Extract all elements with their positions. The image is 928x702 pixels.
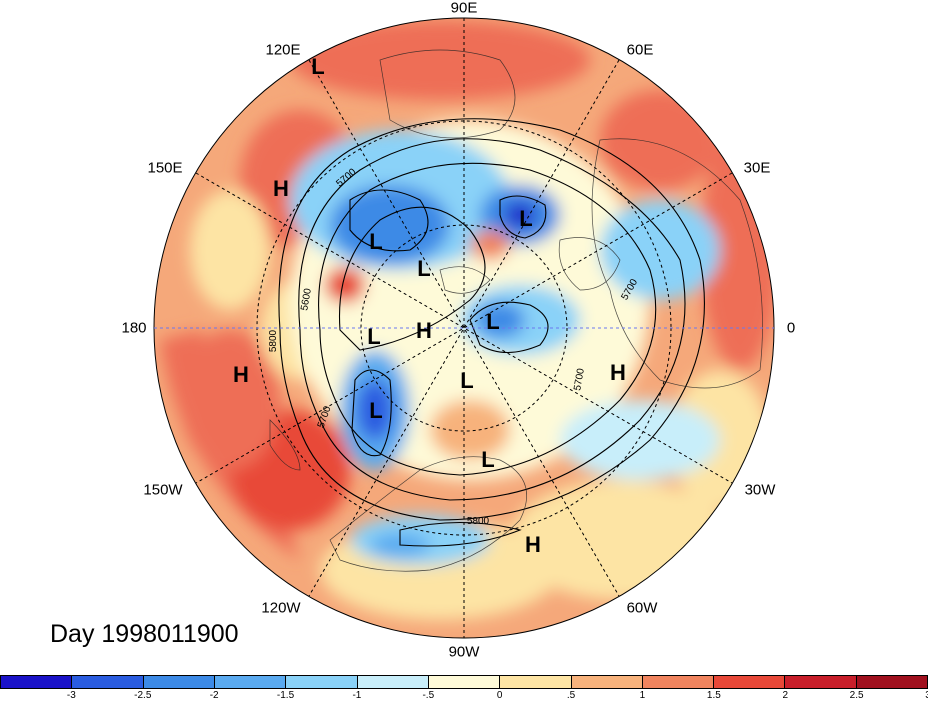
pressure-system-low: L — [460, 368, 473, 393]
colorbar-segment — [285, 676, 357, 688]
pressure-system-high: H — [233, 362, 249, 387]
colorbar-segment — [784, 676, 856, 688]
pressure-system-low: L — [367, 324, 380, 349]
lon-label-60w: 60W — [626, 599, 658, 617]
colorbar-tick-label: 1 — [639, 690, 646, 701]
colorbar — [0, 675, 928, 689]
colorbar-tick-label: -3 — [66, 690, 76, 701]
colorbar-tick-label: -.5 — [422, 690, 435, 701]
pressure-system-low: L — [369, 229, 382, 254]
lon-label-90w: 90W — [448, 643, 480, 661]
lon-label-120w: 120W — [261, 599, 301, 617]
pressure-system-high: H — [416, 318, 432, 343]
contour-label: 5600 — [299, 287, 314, 311]
pressure-system-low: L — [369, 398, 382, 423]
graticule — [153, 17, 775, 639]
colorbar-tick-label: 3 — [925, 690, 928, 701]
colorbar-segment — [427, 676, 500, 688]
colorbar-segment — [142, 676, 214, 688]
colorbar-tick-label: -2.5 — [134, 690, 152, 701]
colorbar-segment — [570, 676, 642, 688]
colorbar-tick-label: -1 — [352, 690, 362, 701]
colorbar-segment — [641, 676, 714, 688]
colorbar-segment — [1, 676, 72, 688]
colorbar-segment — [213, 676, 286, 688]
lon-label-150e: 150E — [147, 159, 183, 177]
pressure-systems: L H L L L L H L H L L L H H — [233, 54, 626, 557]
lon-label-0: 0 — [786, 319, 796, 337]
colorbar-ticks: -3 -2.5 -2 -1.5 -1 -.5 0 .5 1 1.5 2 2.5 3 — [0, 690, 928, 702]
coastlines — [269, 49, 763, 572]
pressure-system-low: L — [417, 256, 430, 281]
anomaly-field — [154, 18, 774, 638]
colorbar-segment — [356, 676, 428, 688]
pressure-system-high: H — [610, 360, 626, 385]
colorbar-segment — [855, 676, 928, 688]
colorbar-tick-label: 0 — [496, 690, 503, 701]
lon-label-30w: 30W — [744, 481, 776, 499]
colorbar-tick-label: 2 — [782, 690, 788, 701]
contour-label: 5800 — [268, 329, 279, 352]
pressure-system-high: H — [273, 176, 289, 201]
colorbar-tick-label: -2 — [209, 690, 219, 701]
pressure-system-low: L — [519, 206, 532, 231]
colorbar-segment — [499, 676, 571, 688]
lon-label-90e: 90E — [450, 0, 478, 17]
pressure-system-low: L — [481, 447, 494, 472]
height-contours — [278, 118, 705, 547]
pressure-system-low: L — [486, 309, 499, 334]
contour-label: 5800 — [467, 516, 490, 527]
lon-label-150w: 150W — [143, 481, 183, 499]
lon-label-120e: 120E — [265, 41, 301, 59]
lon-label-30e: 30E — [743, 159, 771, 177]
colorbar-tick-label: 2.5 — [849, 690, 864, 701]
colorbar-segment — [713, 676, 785, 688]
colorbar-tick-label: .5 — [566, 690, 576, 701]
pressure-system-low: L — [311, 54, 324, 79]
contour-label: 5700 — [572, 367, 587, 391]
day-title: Day 1998011900 — [50, 620, 239, 648]
lon-label-180: 180 — [121, 319, 147, 337]
colorbar-segment — [71, 676, 143, 688]
colorbar-tick-label: -1.5 — [276, 690, 295, 701]
pressure-system-high: H — [525, 532, 541, 557]
colorbar-tick-label: 1.5 — [706, 690, 721, 701]
lon-label-60e: 60E — [626, 41, 654, 59]
